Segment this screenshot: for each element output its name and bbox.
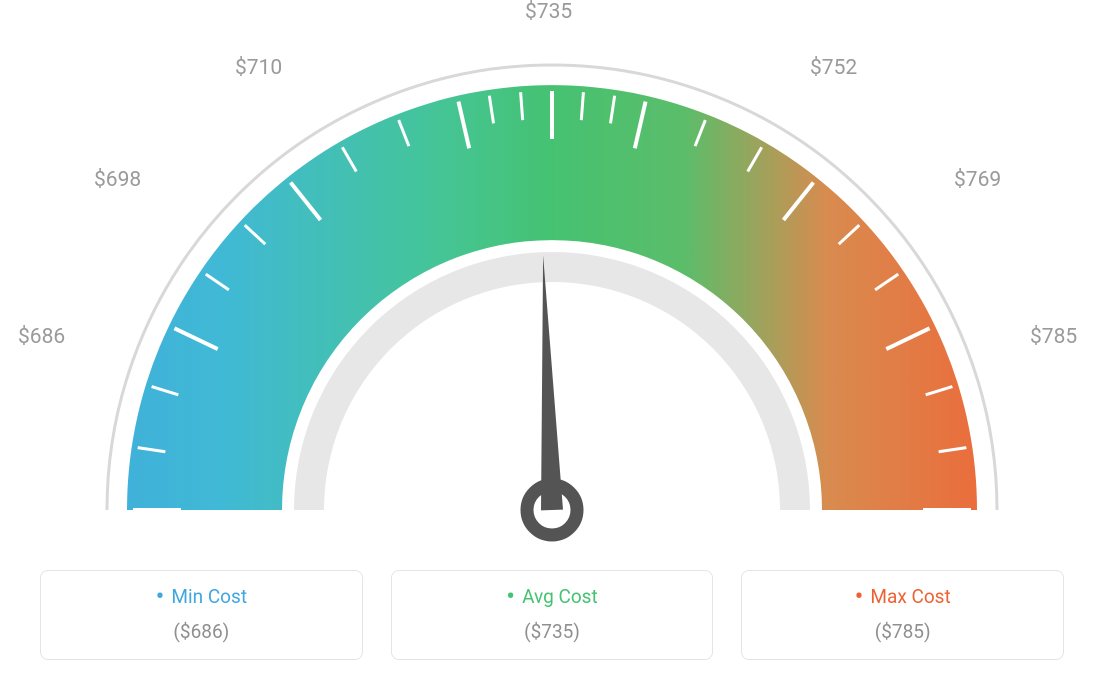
- legend-title: Avg Cost: [402, 585, 703, 608]
- gauge-tick-label: $735: [525, 0, 572, 24]
- legend-card: Min Cost ($686): [40, 570, 363, 660]
- legend-value: ($686): [51, 620, 352, 643]
- gauge-tick-label: $698: [94, 168, 141, 192]
- gauge-area: $686 $698 $710 $735 $752 $769 $785: [0, 0, 1104, 560]
- gauge-tick: [521, 92, 523, 120]
- legend-value: ($785): [752, 620, 1053, 643]
- gauge-tick: [581, 92, 583, 120]
- gauge-tick-label: $710: [235, 56, 282, 80]
- gauge-tick-label: $686: [18, 325, 65, 349]
- legend-card: Avg Cost ($735): [391, 570, 714, 660]
- legend-title: Min Cost: [51, 585, 352, 608]
- cost-legend: Min Cost ($686) Avg Cost ($735) Max Cost ($78…: [0, 550, 1104, 690]
- cost-gauge-widget: $686 $698 $710 $735 $752 $769 $785 Min Cost ($6…: [0, 0, 1104, 690]
- legend-card: Max Cost ($785): [741, 570, 1064, 660]
- gauge-tick-label: $769: [954, 168, 1001, 192]
- gauge-svg: [0, 0, 1104, 560]
- legend-value: ($735): [402, 620, 703, 643]
- gauge-tick-label: $752: [810, 56, 857, 80]
- gauge-tick-label: $785: [1030, 325, 1077, 349]
- legend-title: Max Cost: [752, 585, 1053, 608]
